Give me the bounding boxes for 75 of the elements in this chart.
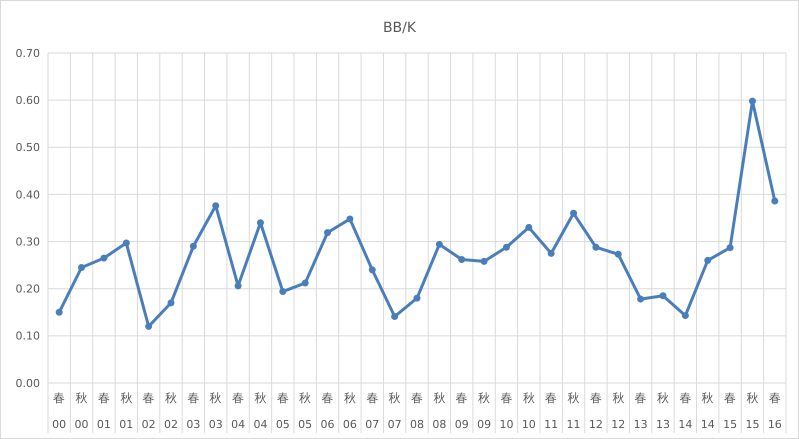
point xyxy=(682,312,689,320)
point xyxy=(726,244,734,252)
point xyxy=(502,244,510,251)
x-tick-label: 春 08 xyxy=(410,391,424,431)
point xyxy=(100,254,108,262)
x-tick-label: 春 09 xyxy=(454,391,469,431)
point xyxy=(234,282,242,290)
point xyxy=(458,256,466,263)
point xyxy=(525,224,532,231)
point xyxy=(279,288,286,296)
point xyxy=(748,98,756,105)
x-tick-label: 秋 02 xyxy=(164,391,178,431)
x-tick-label: 春 14 xyxy=(678,391,692,431)
point xyxy=(302,280,309,287)
point xyxy=(324,229,332,236)
point xyxy=(190,242,197,250)
x-tick-label: 秋 04 xyxy=(253,391,268,431)
x-tick-label: 春 11 xyxy=(544,391,558,431)
x-tick-label: 秋 15 xyxy=(745,391,760,431)
point xyxy=(614,250,622,258)
point xyxy=(414,294,420,302)
y-tick-label: 0.60 xyxy=(16,94,40,107)
x-tick-label: 春 06 xyxy=(320,391,335,431)
x-tick-label: 春 16 xyxy=(768,391,782,431)
x-tick-label: 秋 06 xyxy=(342,391,357,431)
point xyxy=(637,296,644,303)
point xyxy=(548,250,555,257)
x-tick-label: 春 10 xyxy=(499,391,514,431)
y-tick-label: 0.30 xyxy=(16,235,40,248)
x-tick-label: 秋 08 xyxy=(432,391,446,431)
point xyxy=(145,322,152,330)
x-tick-label: 秋 14 xyxy=(700,391,715,431)
x-tick-label: 春 12 xyxy=(588,391,603,431)
y-tick-label: 0.40 xyxy=(16,188,40,202)
x-tick-label: 秋 09 xyxy=(477,391,492,431)
point xyxy=(56,308,63,316)
y-tick-label: 0.00 xyxy=(16,376,40,390)
point xyxy=(212,202,220,210)
y-tick-label: 0.70 xyxy=(16,46,40,60)
x-tick-label: 秋 13 xyxy=(656,391,670,431)
x-tick-label: 秋 03 xyxy=(208,391,223,431)
x-tick-label: 春 04 xyxy=(231,391,246,431)
point xyxy=(592,244,600,251)
y-tick-label: 0.10 xyxy=(16,330,40,343)
x-tick-label: 秋 00 xyxy=(74,391,89,431)
x-tick-label: 春 05 xyxy=(276,391,290,431)
point xyxy=(570,210,578,217)
point xyxy=(122,239,130,246)
point xyxy=(391,313,398,320)
y-tick-label: 0.50 xyxy=(16,141,40,154)
point xyxy=(480,258,488,265)
x-tick-label: 秋 12 xyxy=(611,391,626,431)
x-tick-label: 春 07 xyxy=(365,391,380,431)
point xyxy=(704,256,712,264)
x-tick-label: 春 13 xyxy=(634,391,648,431)
x-tick-label: 秋 07 xyxy=(388,391,402,431)
point xyxy=(256,219,264,226)
x-tick-label: 秋 01 xyxy=(119,391,134,431)
point xyxy=(346,215,354,222)
point xyxy=(78,264,86,271)
x-tick-label: 秋 10 xyxy=(522,391,536,431)
point xyxy=(436,240,443,248)
point xyxy=(660,292,666,300)
point xyxy=(368,266,376,274)
x-tick-label: 秋 05 xyxy=(298,391,312,431)
x-tick-label: 春 03 xyxy=(186,391,200,431)
x-tick-label: 春 15 xyxy=(723,391,738,431)
y-tick-label: 0.20 xyxy=(16,282,40,296)
point xyxy=(168,299,174,306)
x-tick-label: 春 01 xyxy=(96,391,111,431)
x-tick-label: 春 02 xyxy=(142,391,156,431)
point xyxy=(771,198,778,205)
x-tick-label: 春 00 xyxy=(52,391,66,431)
x-tick-label: 秋 11 xyxy=(566,391,581,431)
chart-title: BB/K xyxy=(382,20,417,36)
